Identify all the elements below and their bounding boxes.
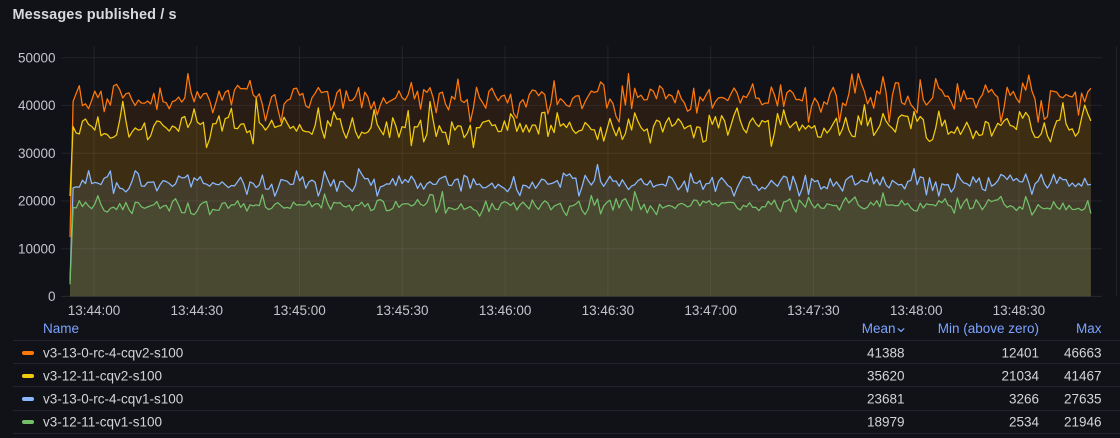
svg-text:0: 0	[48, 289, 56, 304]
svg-text:10000: 10000	[18, 241, 56, 256]
svg-text:40000: 40000	[18, 98, 56, 113]
svg-text:13:44:30: 13:44:30	[171, 303, 224, 318]
svg-text:50000: 50000	[18, 50, 56, 65]
svg-text:20000: 20000	[18, 194, 56, 209]
svg-text:13:47:00: 13:47:00	[684, 303, 737, 318]
svg-text:13:45:00: 13:45:00	[273, 303, 326, 318]
svg-text:13:48:30: 13:48:30	[993, 303, 1046, 318]
svg-text:13:47:30: 13:47:30	[787, 303, 840, 318]
svg-text:13:48:00: 13:48:00	[890, 303, 943, 318]
svg-text:13:46:00: 13:46:00	[479, 303, 532, 318]
svg-text:13:45:30: 13:45:30	[376, 303, 429, 318]
svg-text:13:46:30: 13:46:30	[582, 303, 635, 318]
svg-text:13:44:00: 13:44:00	[68, 303, 121, 318]
svg-text:30000: 30000	[18, 146, 56, 161]
